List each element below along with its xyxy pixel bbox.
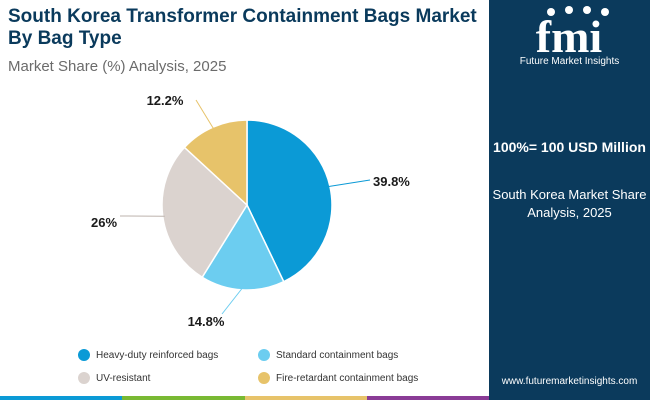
- market-total: 100%= 100 USD Million: [493, 139, 646, 155]
- data-label-heavy: 39.8%: [373, 174, 410, 189]
- market-subtitle: South Korea Market Share Analysis, 2025: [492, 187, 647, 220]
- page-title: South Korea Transformer Containment Bags…: [8, 6, 477, 49]
- leader-line-fire: [195, 99, 215, 130]
- bottom-bar-segment: [122, 396, 245, 400]
- website-link[interactable]: www.futuremarketinsights.com: [501, 376, 638, 387]
- leader-line-standard: [221, 287, 243, 315]
- pie-slice-standard[interactable]: [201, 203, 285, 291]
- bottom-color-bar: [0, 396, 489, 400]
- bottom-bar-segment: [366, 396, 489, 400]
- page-subtitle: Market Share (%) Analysis, 2025: [8, 58, 227, 75]
- data-label-uv: 26%: [91, 215, 117, 230]
- pie-chart: 39.8% 14.8% 26% 12.2%: [91, 93, 410, 329]
- bottom-bar-segment: [244, 396, 367, 400]
- data-label-fire: 12.2%: [147, 93, 184, 108]
- logo-letters: fmi: [536, 11, 603, 62]
- logo-caption: Future Market Insights: [519, 56, 620, 67]
- leader-line-heavy: [327, 179, 371, 188]
- logo-icons: [547, 6, 609, 16]
- fmi-logo: fmi: [536, 6, 609, 62]
- info-panel: fmi Future Market Insights 100%= 100 USD…: [489, 0, 650, 400]
- data-label-standard: 14.8%: [188, 314, 225, 329]
- bottom-bar-segment: [0, 396, 123, 400]
